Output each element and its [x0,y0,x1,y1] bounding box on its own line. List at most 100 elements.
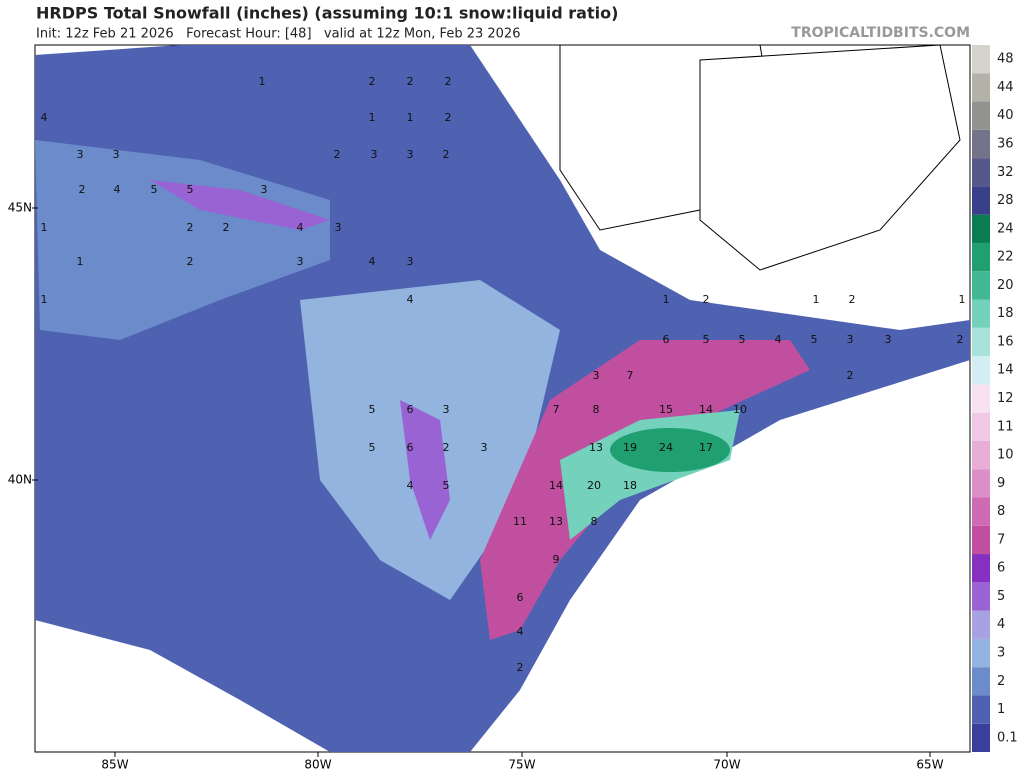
snow-amount: 3 [335,221,342,234]
colorbar-label: 9 [997,476,1005,491]
snow-amount: 1 [407,111,414,124]
snow-amount: 5 [443,479,450,492]
colorbar-label: 44 [997,80,1014,95]
colorbar-swatch [972,327,990,357]
snow-amount: 8 [593,403,600,416]
snow-amount: 4 [297,221,304,234]
snow-amount: 3 [407,255,414,268]
colorbar-label: 48 [997,52,1014,67]
snow-amount: 6 [663,333,670,346]
snow-amount: 2 [187,221,194,234]
snow-amount: 2 [334,148,341,161]
subtitle: Init: 12z Feb 21 2026 Forecast Hour: [48… [36,27,520,42]
colorbar-swatch [972,667,990,696]
colorbar-swatch [972,186,990,215]
snow-amount: 2 [79,183,86,196]
snow-amount: 1 [369,111,376,124]
snow-amount: 24 [659,441,673,454]
snow-amount: 13 [549,515,563,528]
colorbar-swatch [972,412,990,441]
snow-amount: 1 [813,293,820,306]
snow-area [480,340,810,640]
snow-amount: 5 [369,403,376,416]
colorbar-swatch [972,638,990,668]
snow-amount: 7 [553,403,560,416]
title: HRDPS Total Snowfall (inches) (assuming … [36,4,618,23]
snow-amount: 1 [41,221,48,234]
lon-label: 75W [508,758,535,772]
colorbar-label: 16 [997,334,1014,349]
snow-amount: 4 [407,293,414,306]
snow-amount: 4 [369,255,376,268]
colorbar-swatch [972,271,990,300]
snow-area [150,180,330,230]
colorbar-label: 1 [997,702,1005,717]
colorbar-swatch [972,554,990,583]
snow-amount: 3 [407,148,414,161]
snow-amount: 3 [847,333,854,346]
colorbar-swatch [972,497,990,526]
snow-amount: 20 [587,479,601,492]
colorbar-swatch [972,158,990,187]
snow-amount: 2 [849,293,856,306]
colorbar-label: 7 [997,532,1005,547]
lon-label: 65W [916,758,943,772]
snow-amount: 9 [553,553,560,566]
snow-amount: 17 [699,441,713,454]
colorbar-label: 18 [997,306,1014,321]
colorbar-label: 36 [997,136,1014,151]
colorbar-label: 6 [997,561,1005,576]
lon-label: 85W [101,758,128,772]
snow-amount: 2 [223,221,230,234]
site-label: TROPICALTIDBITS.COM [791,25,970,41]
snow-amount: 1 [959,293,966,306]
snow-amount: 7 [627,369,634,382]
snow-amount: 1 [259,75,266,88]
colorbar-swatch [972,525,990,555]
snow-amount: 4 [775,333,782,346]
snow-amount: 5 [187,183,194,196]
snow-amount: 3 [885,333,892,346]
colorbar-label: 22 [997,250,1014,265]
colorbar-label: 28 [997,193,1014,208]
snow-amount: 19 [623,441,637,454]
colorbar-swatch [972,469,990,498]
colorbar-label: 32 [997,165,1014,180]
snow-amount: 1 [663,293,670,306]
snow-amount: 5 [811,333,818,346]
snow-amount: 3 [443,403,450,416]
snow-amount: 2 [847,369,854,382]
snow-amount: 4 [41,111,48,124]
snow-amount: 2 [517,661,524,674]
snow-amount: 6 [517,591,524,604]
snow-amount: 5 [703,333,710,346]
colorbar-label: 10 [997,448,1014,463]
colorbar-label: 11 [997,419,1014,434]
colorbar-label: 4 [997,617,1005,632]
snow-amount: 1 [77,255,84,268]
snow-amount: 15 [659,403,673,416]
colorbar-label: 40 [997,108,1014,123]
snow-amount: 3 [371,148,378,161]
snow-amount: 4 [517,625,524,638]
snow-amount: 2 [443,441,450,454]
colorbar-label: 2 [997,674,1005,689]
snow-max [610,428,730,472]
colorbar-swatch [972,723,990,752]
snow-amount: 2 [445,75,452,88]
snow-amount: 2 [957,333,964,346]
snow-amount: 2 [369,75,376,88]
snow-amount: 3 [77,148,84,161]
snow-area [35,140,330,340]
snow-amount: 2 [443,148,450,161]
colorbar-swatch [972,214,990,243]
snow-amount: 2 [703,293,710,306]
colorbar-label: 0.1 [997,730,1018,745]
snow-amount: 6 [407,403,414,416]
snow-amount: 14 [549,479,563,492]
colorbar-label: 5 [997,589,1005,604]
colorbar: 0.11234567891011121416182022242832364044… [972,45,1018,752]
colorbar-swatch [972,610,990,639]
colorbar-label: 14 [997,363,1014,378]
